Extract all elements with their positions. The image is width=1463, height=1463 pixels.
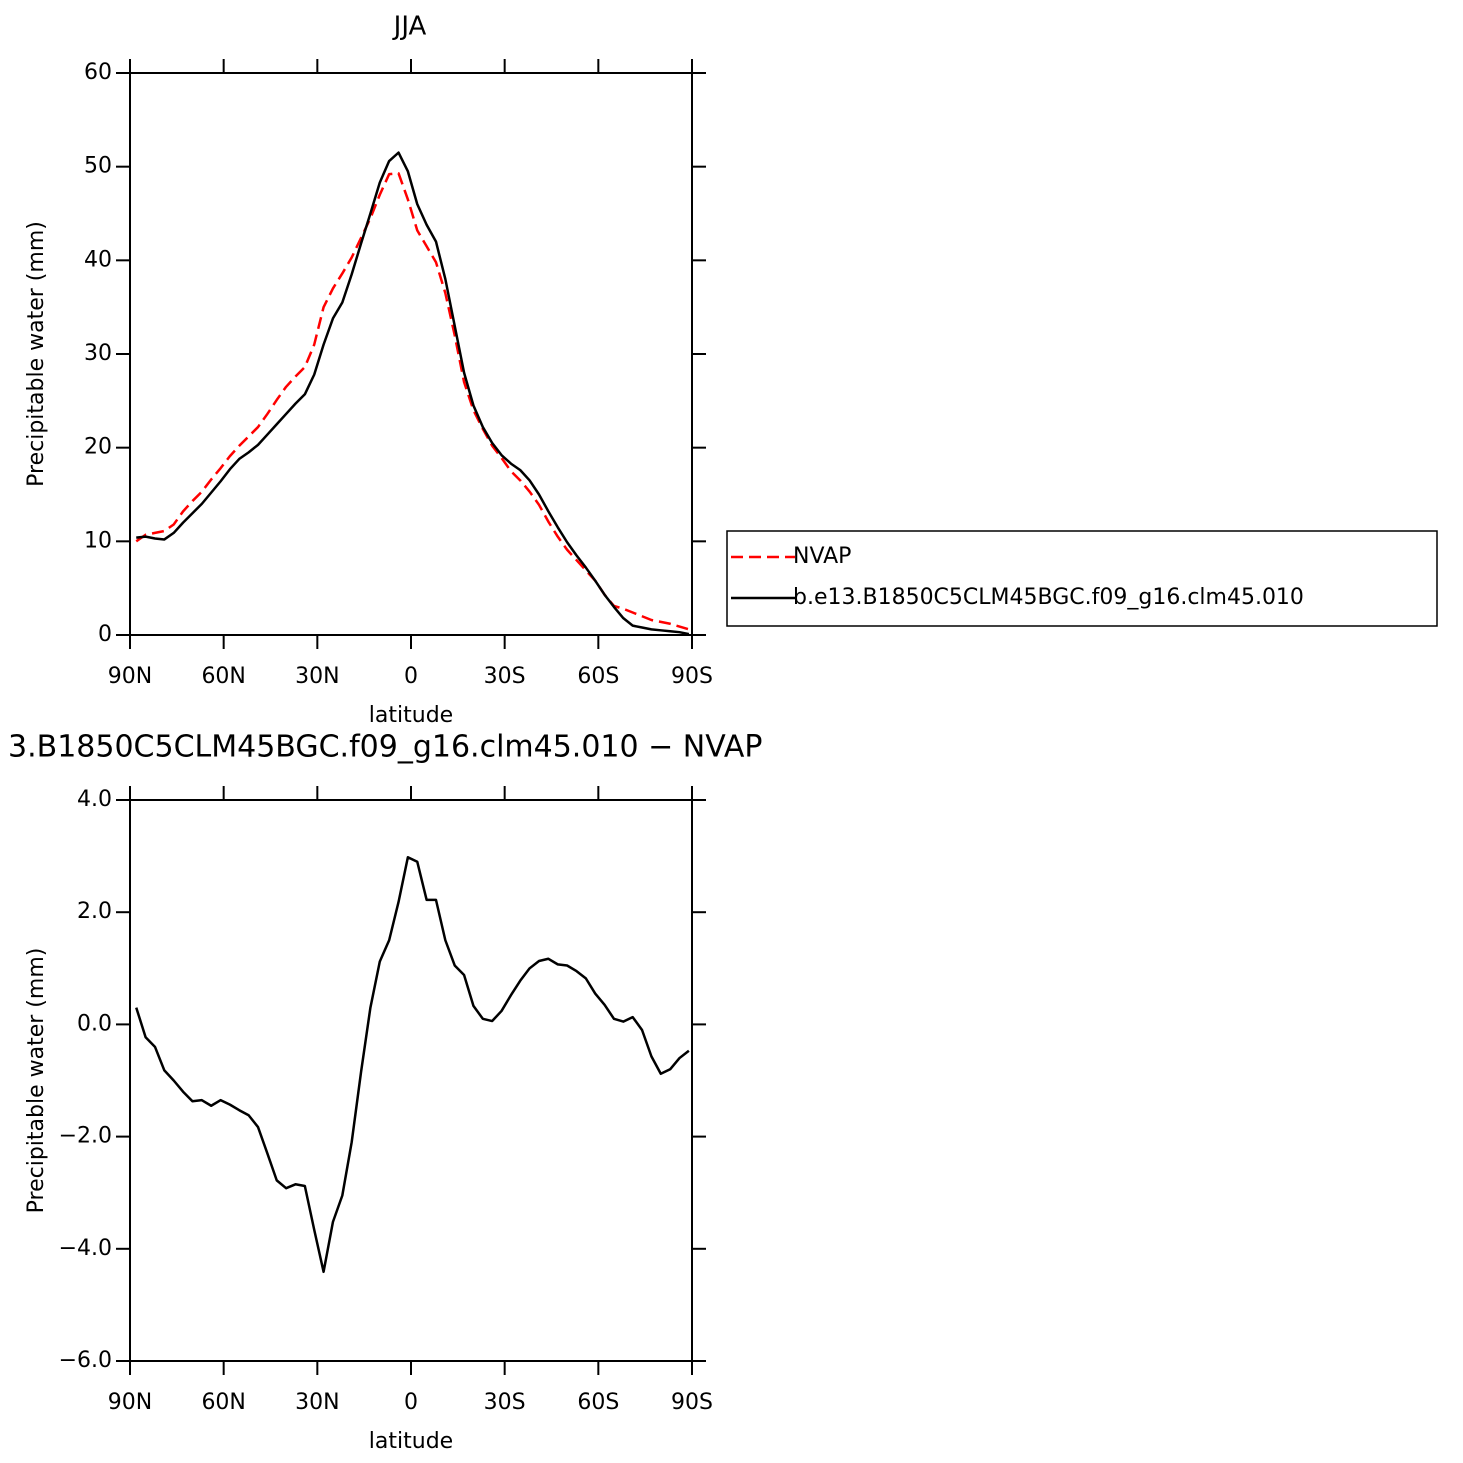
y-axis-label: Precipitable water (mm) xyxy=(24,948,49,1214)
y-tick-label: 60 xyxy=(84,60,112,85)
legend-label: NVAP xyxy=(793,544,851,569)
y-tick-label: 4.0 xyxy=(77,787,112,812)
y-axis-label-clip: Precipitable water (mm) xyxy=(24,948,49,1214)
y-tick-label: −6.0 xyxy=(59,1348,112,1373)
plot-frame xyxy=(129,72,693,636)
y-tick-label: 2.0 xyxy=(77,899,112,924)
x-tick-label: 0 xyxy=(404,1390,418,1415)
y-tick-label: 0 xyxy=(98,622,112,647)
x-tick-label: 90N xyxy=(108,664,152,689)
chart-title: JJA xyxy=(392,12,427,42)
legend-box xyxy=(726,530,1438,627)
y-tick-label: 20 xyxy=(84,435,112,460)
y-tick-label: 50 xyxy=(84,154,112,179)
series-line xyxy=(135,855,690,1274)
y-tick-label: 30 xyxy=(84,341,112,366)
series-line xyxy=(136,151,690,636)
x-axis-label: latitude xyxy=(369,1429,453,1454)
x-tick-label: 30S xyxy=(484,1390,526,1415)
x-tick-label: 60N xyxy=(201,1390,245,1415)
series-line xyxy=(135,171,690,631)
y-tick-label: 40 xyxy=(84,247,112,272)
plot-frame xyxy=(129,799,693,1362)
legend-label: b.e13.B1850C5CLM45BGC.f09_g16.clm45.010 xyxy=(793,585,1304,610)
x-tick-label: 30N xyxy=(295,664,339,689)
y-tick-label: −4.0 xyxy=(59,1236,112,1261)
x-tick-label: 90N xyxy=(108,1390,152,1415)
x-tick-label: 30S xyxy=(484,664,526,689)
chart-title: 3.B1850C5CLM45BGC.f09_g16.clm45.010 − NV… xyxy=(8,730,762,765)
y-tick-label: 0.0 xyxy=(77,1011,112,1036)
x-axis-label: latitude xyxy=(369,703,453,728)
y-tick-label: 10 xyxy=(84,528,112,553)
x-tick-label: 60N xyxy=(201,664,245,689)
x-tick-label: 30N xyxy=(295,1390,339,1415)
x-tick-label: 60S xyxy=(577,1390,619,1415)
y-axis-label: Precipitable water (mm) xyxy=(24,221,49,487)
x-tick-label: 60S xyxy=(577,664,619,689)
x-tick-label: 0 xyxy=(404,664,418,689)
x-tick-label: 90S xyxy=(671,1390,713,1415)
x-tick-label: 90S xyxy=(671,664,713,689)
y-tick-label: −2.0 xyxy=(59,1124,112,1149)
